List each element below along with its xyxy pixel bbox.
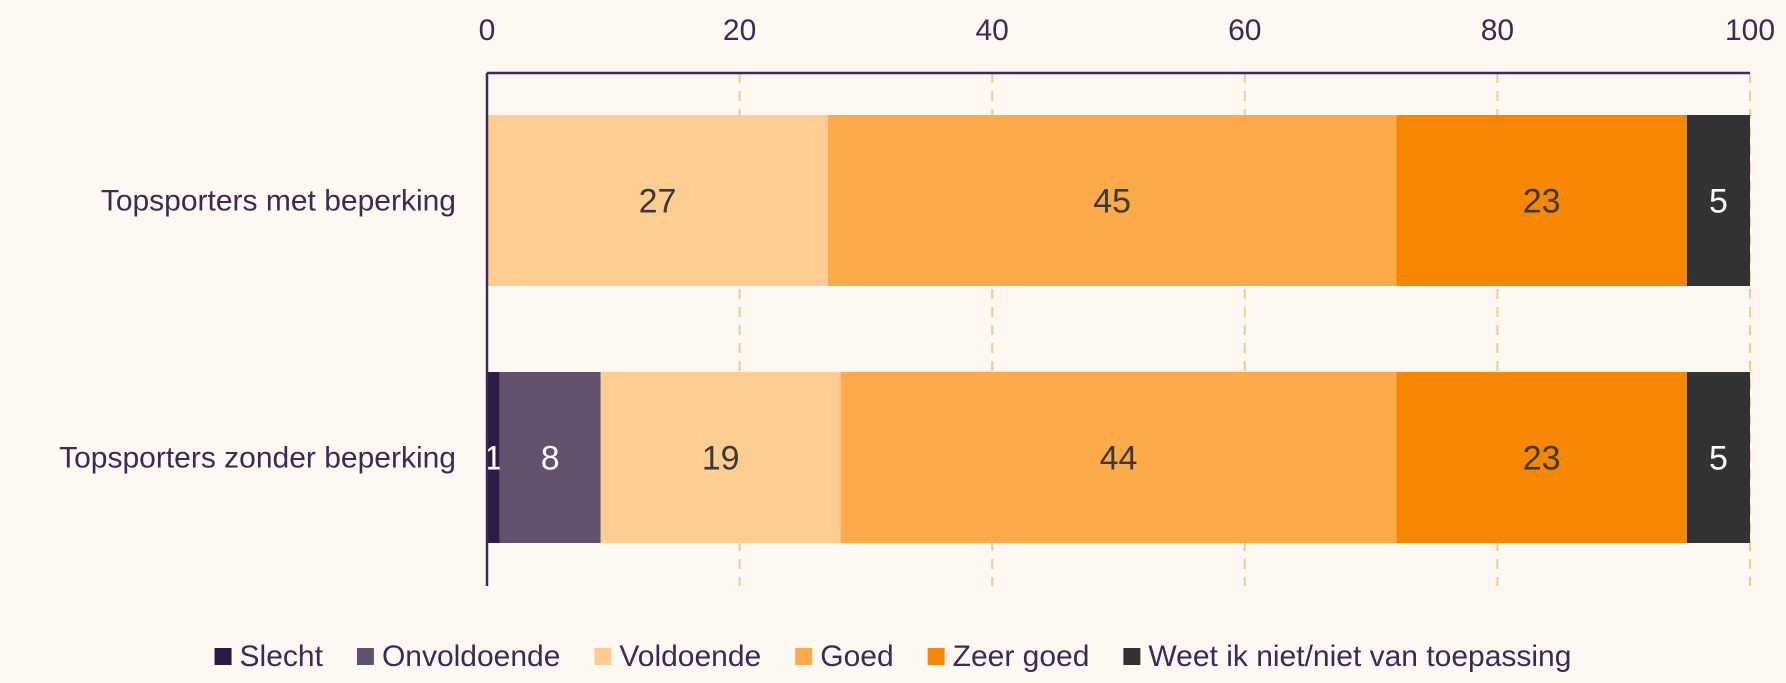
- bar-segment: [487, 372, 500, 543]
- legend-swatch: [795, 648, 813, 665]
- data-label: 8: [541, 440, 560, 478]
- legend-swatch: [356, 648, 374, 665]
- x-tick-label: 20: [723, 14, 756, 47]
- legend-swatch: [1123, 648, 1141, 665]
- legend-item: Slecht: [214, 640, 324, 673]
- bars: 27 45 23 5 1 8 19 44 23 5: [484, 115, 1750, 543]
- bar-segment: [499, 372, 601, 543]
- bar-segment: [1686, 115, 1750, 286]
- legend-swatch: [927, 648, 945, 665]
- data-label: 1: [484, 440, 503, 478]
- legend-label: Slecht: [240, 640, 324, 673]
- x-tick-label: 80: [1481, 14, 1514, 47]
- legend-label: Voldoende: [619, 640, 761, 673]
- bar-segment: [1686, 372, 1750, 543]
- data-label: 5: [1709, 440, 1728, 478]
- gridlines: [738, 73, 1751, 586]
- bar-segment: [828, 115, 1397, 286]
- legend-label: Goed: [820, 640, 893, 673]
- data-label: 23: [1523, 183, 1561, 221]
- legend-label: Zeer goed: [953, 640, 1090, 673]
- data-label: 27: [639, 183, 677, 221]
- legend-label: Onvoldoende: [382, 640, 560, 673]
- legend-item: Goed: [795, 640, 894, 673]
- x-tick-label: 60: [1228, 14, 1261, 47]
- axes: 0 20 40 60 80 100 Topsporters met beperking Top…: [59, 14, 1775, 586]
- bar-segment: [1396, 372, 1687, 543]
- category-label: Topsporters zonder beperking: [59, 442, 456, 475]
- bar-segment: [840, 372, 1397, 543]
- x-tick-label: 100: [1725, 14, 1775, 47]
- legend-item: Weet ik niet/niet van toepassing: [1123, 640, 1571, 673]
- data-label: 23: [1523, 440, 1561, 478]
- data-label: 19: [702, 440, 740, 478]
- category-label: Topsporters met beperking: [101, 185, 456, 218]
- legend-item: Voldoende: [594, 640, 761, 673]
- legend-swatch: [594, 648, 612, 665]
- legend: Slecht Onvoldoende Voldoende Goed Zeer goed W…: [214, 640, 1571, 673]
- legend-item: Zeer goed: [927, 640, 1090, 673]
- legend-item: Onvoldoende: [356, 640, 560, 673]
- data-label: 5: [1709, 183, 1728, 221]
- x-tick-label: 0: [479, 14, 496, 47]
- legend-label: Weet ik niet/niet van toepassing: [1148, 640, 1571, 673]
- bar-segment: [1396, 115, 1687, 286]
- x-tick-label: 40: [976, 14, 1009, 47]
- legend-swatch: [214, 648, 232, 665]
- bar-segment: [600, 372, 841, 543]
- data-label: 45: [1093, 183, 1131, 221]
- bar-segment: [487, 115, 829, 286]
- data-label: 44: [1100, 440, 1138, 478]
